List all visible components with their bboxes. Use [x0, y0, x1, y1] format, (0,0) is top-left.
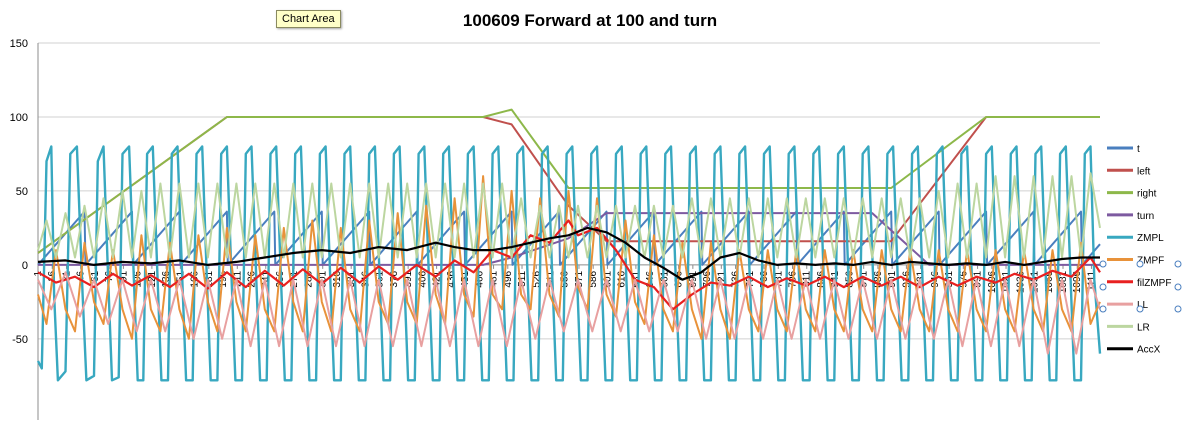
selection-handle[interactable] — [1099, 260, 1107, 268]
x-tick-label: 301 — [318, 270, 329, 287]
legend-label-left: left — [1137, 166, 1151, 177]
legend: t left right turn ZMPL ZMPF filZMPF LL LR AccX — [1107, 144, 1171, 356]
x-tick-label: 616 — [617, 270, 628, 287]
y-tick-label: 150 — [10, 38, 28, 50]
y-axis: -50 0 50 100 150 — [10, 38, 39, 420]
x-tick-label: 961 — [944, 270, 955, 287]
y-tick-label: -50 — [12, 334, 28, 346]
x-tick-label: 331 — [346, 270, 357, 287]
x-tick-label: 376 — [389, 270, 400, 287]
series-line-turn — [38, 212, 1100, 266]
x-tick-label: 241 — [261, 270, 272, 287]
x-tick-label: 586 — [588, 270, 599, 287]
selection-handle[interactable] — [1174, 260, 1182, 268]
x-tick-label: 781 — [773, 270, 784, 287]
chart-area-tooltip: Chart Area — [276, 10, 341, 28]
legend-label-t: t — [1137, 144, 1140, 155]
y-tick-label: 100 — [10, 112, 28, 124]
x-tick-label: 196 — [218, 270, 229, 287]
x-tick-label: 181 — [204, 270, 215, 287]
legend-label-zmpl: ZMPL — [1137, 233, 1164, 244]
x-tick-label: 406 — [417, 270, 428, 287]
x-tick-label: 661 — [659, 270, 670, 287]
series-line-zmpf — [37, 175, 1101, 340]
x-tick-label: 991 — [973, 270, 984, 287]
selection-handle[interactable] — [1174, 305, 1182, 313]
x-tick-label: 871 — [859, 270, 870, 287]
legend-label-ll: LL — [1137, 300, 1149, 311]
selection-handle[interactable] — [1099, 305, 1107, 313]
x-tick-label: 211 — [232, 270, 243, 286]
x-tick-label: 286 — [304, 270, 315, 287]
x-tick-label: 91 — [118, 270, 129, 282]
x-tick-label: 721 — [716, 270, 727, 287]
legend-label-right: right — [1137, 189, 1157, 200]
x-tick-label: 691 — [688, 270, 699, 287]
series-line-accx — [37, 226, 1100, 281]
x-tick-label: 481 — [489, 270, 500, 287]
x-tick-label: 466 — [474, 270, 485, 287]
legend-label-accx: AccX — [1137, 345, 1161, 356]
x-tick-label: 526 — [531, 270, 542, 287]
plot-area — [36, 108, 1102, 382]
x-tick-label: 511 — [517, 270, 528, 286]
x-tick-label: 901 — [887, 270, 898, 287]
series-line-lr — [37, 172, 1101, 259]
x-tick-label: 421 — [432, 270, 443, 287]
x-tick-label: 631 — [631, 270, 642, 287]
selection-handle[interactable] — [1136, 305, 1144, 313]
chart-title: 100609 Forward at 100 and turn — [463, 11, 717, 30]
x-tick-label: 271 — [289, 270, 300, 287]
x-tick-label: 931 — [916, 270, 927, 287]
x-tick-label: 811 — [802, 270, 813, 286]
selection-handle[interactable] — [1174, 283, 1182, 291]
series-line-right — [37, 108, 1100, 254]
x-tick-label: 571 — [574, 270, 585, 287]
legend-label-zmpf: ZMPF — [1137, 256, 1164, 267]
legend-label-filzmpf: filZMPF — [1137, 278, 1171, 289]
x-tick-label: 496 — [503, 270, 514, 287]
x-tick-label: 1111 — [1087, 270, 1098, 290]
x-tick-label: 346 — [360, 270, 371, 287]
y-tick-label: 50 — [16, 186, 28, 198]
selection-handle[interactable] — [1099, 283, 1107, 291]
x-tick-label: 601 — [602, 270, 613, 287]
legend-label-turn: turn — [1137, 211, 1154, 222]
gridlines — [38, 42, 1100, 340]
x-tick-label: 436 — [446, 270, 457, 287]
series-line-ll — [37, 271, 1101, 355]
selection-handles[interactable] — [1099, 260, 1182, 313]
x-tick-label: 121 — [147, 270, 158, 287]
x-tick-label: 226 — [247, 270, 258, 287]
x-tick-label: 541 — [546, 270, 557, 287]
legend-label-lr: LR — [1137, 322, 1150, 333]
x-tick-label: 316 — [332, 270, 343, 287]
x-tick-label: 391 — [403, 270, 414, 287]
y-tick-label: 0 — [22, 260, 28, 272]
x-tick-label: 1081 — [1058, 270, 1069, 293]
selection-handle[interactable] — [1136, 260, 1144, 268]
